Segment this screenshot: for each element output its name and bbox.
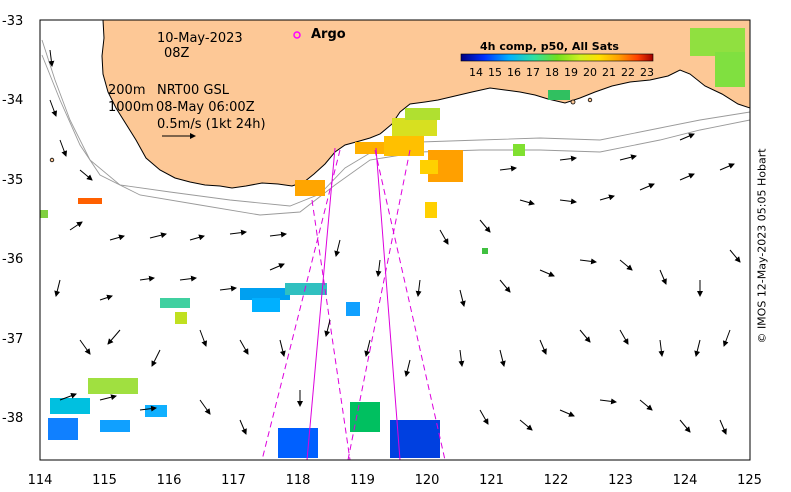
colorbar-gradient [460, 53, 654, 62]
lat-axis: -33 -34 -35 -36 -37 -38 [2, 14, 23, 426]
lon-label: 119 [350, 473, 375, 488]
colorbar-tick: 17 [526, 66, 540, 79]
colorbar-title: 4h comp, p50, All Sats [480, 40, 619, 53]
lon-label: 114 [28, 473, 53, 488]
colorbar-tick: 18 [545, 66, 559, 79]
colorbar-tick: 20 [583, 66, 597, 79]
sst-colorbar: 4h comp, p50, All Sats 14 15 16 17 18 19… [460, 40, 654, 79]
map-time: 08Z [164, 46, 190, 61]
scale-label: 0.5m/s (1kt 24h) [157, 117, 266, 132]
island [570, 99, 576, 105]
satellite-tracks [261, 147, 446, 460]
lat-label: -37 [2, 332, 23, 347]
product-label: NRT00 GSL [157, 83, 230, 98]
lon-label: 118 [286, 473, 311, 488]
colorbar-tick: 16 [507, 66, 521, 79]
depth-label-200m: 200m [108, 83, 145, 98]
colorbar-tick: 14 [469, 66, 483, 79]
lon-axis: 114 115 116 117 118 119 120 121 122 123 … [28, 473, 762, 488]
lat-label: -35 [2, 173, 23, 188]
lon-label: 117 [221, 473, 246, 488]
colorbar-tick: 15 [488, 66, 502, 79]
lon-label: 122 [544, 473, 569, 488]
lon-label: 123 [608, 473, 633, 488]
lon-label: 115 [92, 473, 117, 488]
lon-label: 120 [415, 473, 440, 488]
lon-label: 124 [673, 473, 698, 488]
isobath-1000m [41, 54, 750, 216]
lat-label: -38 [2, 411, 23, 426]
map-date: 10-May-2023 [157, 31, 243, 46]
lat-label: -34 [2, 93, 23, 108]
credit-text: © IMOS 12-May-2023 05:05 Hobart [755, 148, 769, 344]
colorbar-tick: 22 [621, 66, 635, 79]
lat-label: -33 [2, 14, 23, 29]
plot-frame [39, 19, 751, 461]
lon-label: 121 [479, 473, 504, 488]
colorbar-tick: 21 [602, 66, 616, 79]
product-date: 08-May 06:00Z [156, 100, 255, 115]
argo-legend-label: Argo [311, 27, 346, 42]
land-western-australia [101, 20, 750, 189]
sst-patches [40, 28, 745, 458]
lat-label: -36 [2, 252, 23, 267]
colorbar-tick: 19 [564, 66, 578, 79]
lon-label: 116 [157, 473, 182, 488]
argo-float-marker [293, 31, 301, 39]
colorbar-tick: 23 [640, 66, 654, 79]
island [587, 97, 593, 103]
depth-label-1000m: 1000m [108, 100, 154, 115]
current-vectors [48, 49, 741, 435]
lon-label: 125 [737, 473, 762, 488]
island [49, 157, 55, 163]
